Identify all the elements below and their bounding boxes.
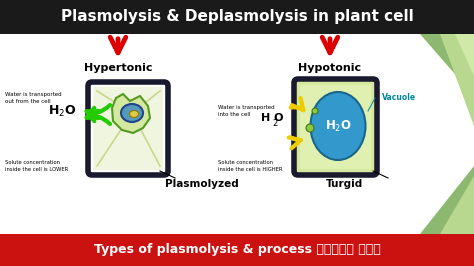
- Text: H$_2$O: H$_2$O: [48, 103, 76, 119]
- Text: Types of plasmolysis & process हिंदी में: Types of plasmolysis & process हिंदी में: [94, 243, 380, 256]
- Ellipse shape: [310, 92, 365, 160]
- Text: Plasmolysis & Deplasmolysis in plant cell: Plasmolysis & Deplasmolysis in plant cel…: [61, 10, 413, 24]
- Polygon shape: [112, 94, 150, 133]
- Text: H O: H O: [261, 113, 283, 123]
- Ellipse shape: [312, 108, 318, 114]
- Bar: [0, 234, 474, 266]
- Text: Solute concentration
inside the cell is HIGHER: Solute concentration inside the cell is …: [218, 160, 283, 172]
- Text: Turgid: Turgid: [327, 179, 364, 189]
- Text: 2: 2: [273, 119, 278, 128]
- Bar: [0, 34, 474, 234]
- Ellipse shape: [306, 124, 314, 132]
- Text: Hypotonic: Hypotonic: [299, 63, 362, 73]
- Polygon shape: [440, 34, 474, 126]
- Text: Water is transported
out from the cell: Water is transported out from the cell: [5, 92, 62, 104]
- Text: Solute concentration
inside the cell is LOWER: Solute concentration inside the cell is …: [5, 160, 68, 172]
- Ellipse shape: [121, 104, 143, 122]
- Polygon shape: [420, 166, 474, 234]
- Text: Plasmolyzed: Plasmolyzed: [165, 179, 239, 189]
- Text: H$_2$O: H$_2$O: [325, 118, 351, 134]
- Text: Hypertonic: Hypertonic: [84, 63, 152, 73]
- FancyBboxPatch shape: [294, 79, 377, 175]
- Text: Water is transported
into the cell: Water is transported into the cell: [218, 105, 274, 117]
- FancyBboxPatch shape: [93, 87, 163, 170]
- Ellipse shape: [129, 110, 138, 118]
- Bar: [0, 0, 474, 34]
- Text: Vacuole: Vacuole: [382, 94, 416, 102]
- FancyBboxPatch shape: [300, 85, 371, 169]
- Polygon shape: [420, 34, 474, 96]
- Polygon shape: [440, 176, 474, 234]
- FancyBboxPatch shape: [88, 82, 168, 175]
- Polygon shape: [455, 34, 474, 76]
